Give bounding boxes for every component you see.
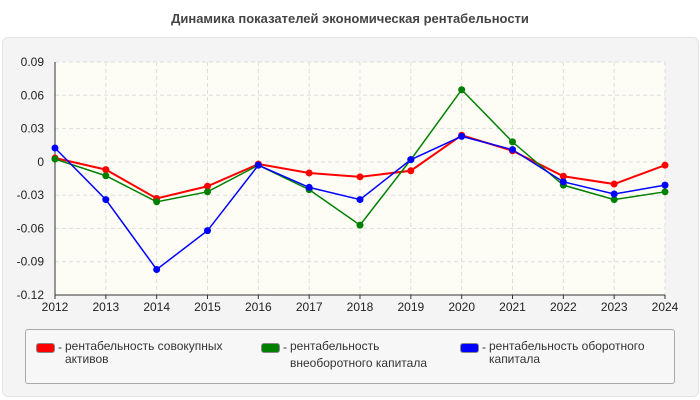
x-tick-label: 2021 xyxy=(499,300,526,314)
data-point-1 xyxy=(102,172,110,180)
data-point-1 xyxy=(51,155,59,163)
legend-label: рентабельность совокупных xyxy=(65,339,223,353)
data-point-0 xyxy=(661,161,669,169)
legend-label-cont: активов xyxy=(65,352,109,366)
data-point-0 xyxy=(356,173,364,181)
x-tick-label: 2012 xyxy=(42,300,69,314)
data-point-1 xyxy=(356,221,364,229)
legend-item-noncurrent-capital: - рентабельность внеоборотного капитала xyxy=(261,340,427,370)
data-point-2 xyxy=(153,265,161,273)
data-point-0 xyxy=(610,180,618,188)
legend-item-working-capital: - рентабельность оборотного капитала xyxy=(460,340,645,366)
data-point-1 xyxy=(204,188,211,196)
legend-swatch-blue xyxy=(460,343,479,353)
x-tick-label: 2014 xyxy=(143,300,170,314)
data-point-2 xyxy=(51,144,59,152)
y-tick-label: 0.03 xyxy=(21,122,45,136)
data-point-2 xyxy=(458,132,466,140)
y-tick-label: -0.03 xyxy=(17,188,45,202)
data-point-0 xyxy=(102,166,110,174)
data-point-1 xyxy=(610,196,618,204)
data-point-1 xyxy=(153,198,161,206)
legend-label-cont: капитала xyxy=(489,352,541,366)
x-tick-label: 2020 xyxy=(448,300,475,314)
y-tick-label: 0.06 xyxy=(21,88,45,102)
data-point-1 xyxy=(509,138,516,146)
data-point-2 xyxy=(610,190,618,198)
legend-swatch-green xyxy=(261,343,280,353)
data-point-1 xyxy=(458,86,466,94)
legend: - рентабельность совокупных активов - рен… xyxy=(25,329,675,384)
y-tick-label: -0.09 xyxy=(17,255,45,269)
data-point-2 xyxy=(204,227,211,235)
y-tick-label: -0.06 xyxy=(17,221,45,235)
x-tick-label: 2019 xyxy=(397,300,424,314)
data-point-2 xyxy=(356,196,364,204)
data-point-0 xyxy=(407,167,415,175)
legend-swatch-red xyxy=(36,343,55,353)
y-tick-label: -0.12 xyxy=(17,288,45,302)
data-point-0 xyxy=(305,169,313,177)
x-tick-label: 2024 xyxy=(652,300,679,314)
data-point-2 xyxy=(509,146,516,154)
x-tick-label: 2022 xyxy=(550,300,577,314)
x-tick-label: 2016 xyxy=(245,300,272,314)
legend-label-cont: внеоборотного капитала xyxy=(290,356,427,370)
x-tick-label: 2023 xyxy=(601,300,628,314)
x-tick-label: 2013 xyxy=(92,300,119,314)
data-point-0 xyxy=(204,182,211,190)
data-point-1 xyxy=(661,188,669,196)
x-tick-label: 2018 xyxy=(347,300,374,314)
data-point-2 xyxy=(407,156,415,164)
y-tick-label: 0 xyxy=(37,155,44,169)
legend-label: рентабельность xyxy=(290,339,380,353)
data-point-2 xyxy=(254,161,262,169)
data-point-2 xyxy=(661,181,669,189)
legend-label: рентабельность оборотного xyxy=(489,339,645,353)
chart-title: Динамика показателей экономическая рента… xyxy=(171,11,529,26)
legend-item-total-assets: - рентабельность совокупных активов xyxy=(36,340,223,366)
data-point-2 xyxy=(305,183,313,191)
data-point-0 xyxy=(559,172,567,180)
x-tick-label: 2017 xyxy=(296,300,323,314)
y-tick-label: 0.09 xyxy=(21,55,45,69)
x-tick-label: 2015 xyxy=(194,300,221,314)
data-point-2 xyxy=(102,196,110,204)
data-point-2 xyxy=(559,178,567,186)
